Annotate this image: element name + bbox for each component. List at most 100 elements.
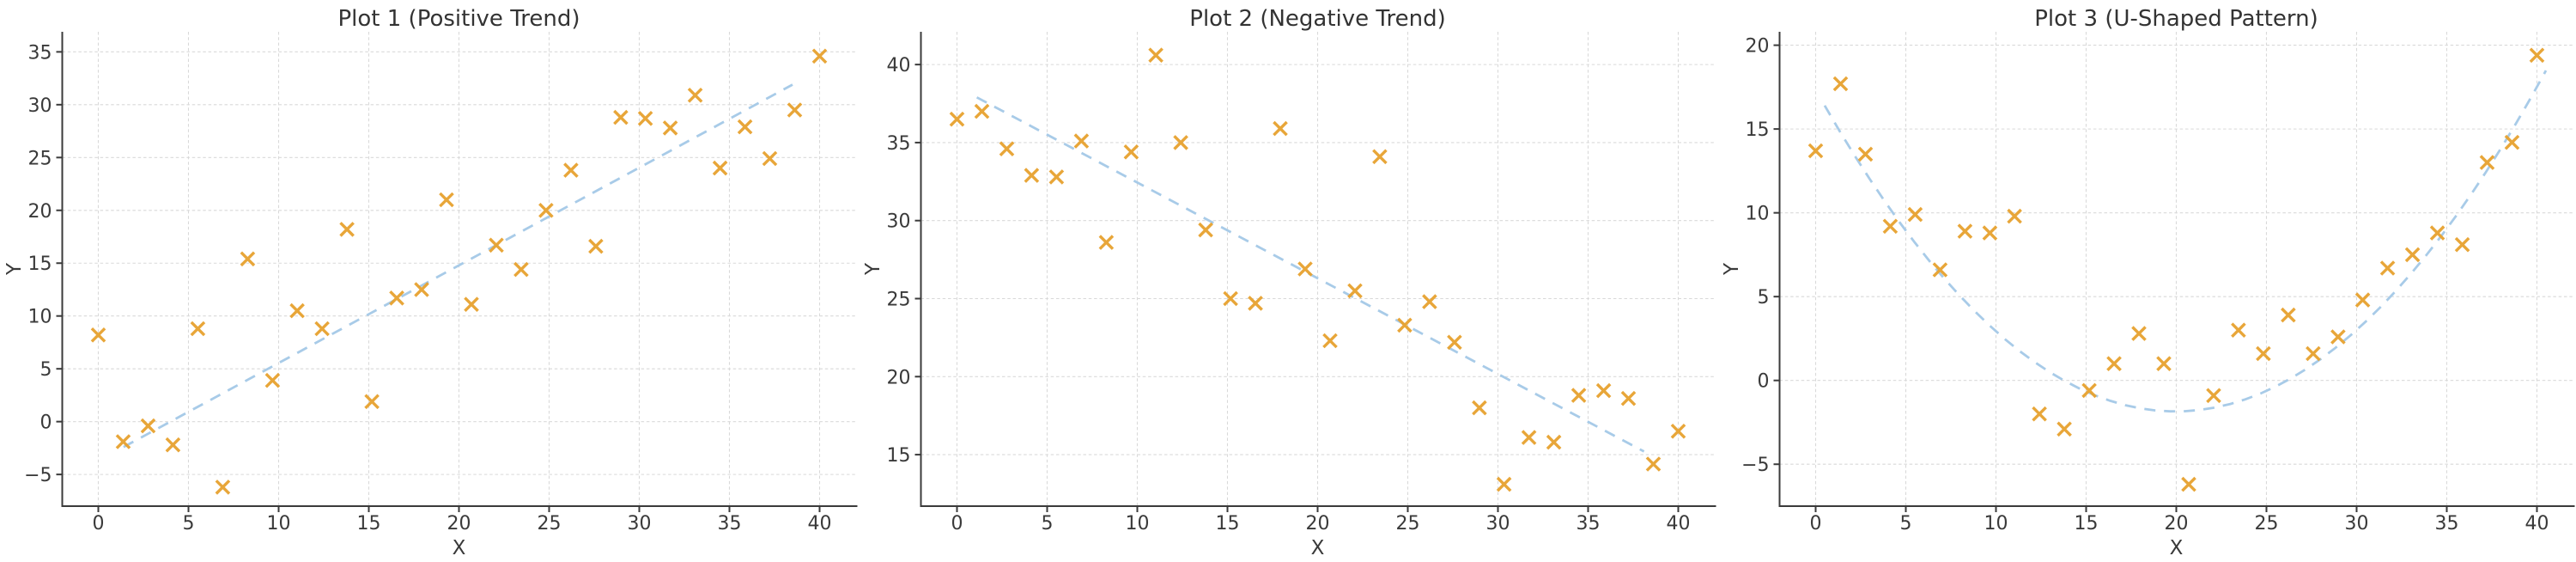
data-point-marker (1907, 206, 1923, 223)
grid (1779, 32, 2573, 506)
data-point-marker (2529, 47, 2545, 64)
plot-title: Plot 1 (Positive Trend) (337, 6, 580, 32)
data-point-marker (115, 434, 131, 449)
data-point-marker (2131, 326, 2147, 341)
plot-title: Plot 3 (U-Shaped Pattern) (2034, 6, 2318, 32)
y-axis-title: Y (1721, 262, 1743, 276)
x-tick-label: 35 (1577, 513, 1601, 535)
plot-3-canvas: 0 5 10 15 20 25 30 35 40 −5 0 5 10 15 20 Plot 3 (U-Shap… (1721, 6, 2575, 559)
data-point-marker (1148, 47, 1163, 64)
x-axis-title: X (2170, 537, 2184, 559)
data-point-marker (2330, 329, 2346, 345)
x-tick-label: 40 (1667, 513, 1691, 535)
x-tick-label: 25 (1396, 513, 1420, 535)
data-point-marker (949, 111, 965, 127)
data-point-marker (1595, 382, 1612, 399)
y-tick-label: 40 (887, 55, 911, 76)
data-point-marker (974, 103, 990, 119)
data-point-marker (588, 238, 604, 254)
data-point-marker (1123, 144, 1139, 160)
x-tick-label: 15 (2075, 513, 2099, 535)
y-tick-label: 35 (28, 42, 52, 64)
data-point-marker (1620, 390, 1637, 406)
data-point-marker (1932, 262, 1948, 278)
data-point-marker (165, 437, 181, 453)
data-point-marker (190, 321, 206, 337)
data-point-marker (811, 48, 828, 64)
x-tick-label: 15 (357, 513, 381, 535)
x-tick-label: 35 (2435, 513, 2459, 535)
x-tick-label: 40 (2525, 513, 2549, 535)
x-tick-label: 40 (808, 513, 832, 535)
x-axis-title: X (453, 537, 466, 559)
data-point-marker (2281, 307, 2296, 323)
data-point-marker (215, 480, 231, 495)
y-tick-label: 10 (28, 307, 52, 328)
scatter-plot-1: 0 5 10 15 20 25 30 35 40 −5 0 5 10 15 20 25 30 35 Plot 1 (… (0, 0, 859, 562)
data-point-marker (637, 110, 653, 126)
grid (920, 32, 1715, 506)
data-point-marker (1472, 400, 1487, 416)
x-tick-label: 15 (1216, 513, 1240, 535)
data-point-marker (140, 418, 156, 434)
y-tick-label: 0 (40, 412, 52, 434)
data-point-marker (687, 87, 703, 103)
x-tick-label: 20 (2165, 513, 2189, 535)
data-point-marker (2231, 322, 2246, 339)
data-point-marker (2156, 356, 2172, 372)
x-tick-label: 5 (1900, 513, 1912, 535)
data-point-marker (2404, 247, 2421, 263)
x-tick-label: 0 (951, 513, 963, 535)
data-point-marker (1882, 218, 1899, 235)
x-tick-label: 30 (628, 513, 652, 535)
data-point-marker (1198, 222, 1213, 238)
data-point-marker (1397, 317, 1413, 333)
y-tick-label: 5 (40, 359, 52, 381)
trend-line (1823, 70, 2548, 413)
data-point-marker (1521, 430, 1537, 445)
scatter-plot-3: 0 5 10 15 20 25 30 35 40 −5 0 5 10 15 20 Plot 3 (U-Shap… (1717, 0, 2576, 562)
data-point-marker (264, 372, 281, 388)
y-tick-label: 15 (1746, 119, 1770, 141)
data-point-marker (439, 192, 454, 208)
x-tick-label: 10 (1984, 513, 2008, 535)
y-tick-label: −5 (24, 465, 52, 486)
data-point-marker (339, 222, 355, 237)
y-tick-label: 35 (887, 133, 911, 155)
data-point-marker (1073, 133, 1090, 149)
data-point-marker (2429, 225, 2445, 241)
x-tick-label: 30 (2345, 513, 2369, 535)
data-point-marker (1223, 290, 1238, 307)
data-point-marker (1322, 333, 1338, 349)
y-tick-label: 30 (28, 95, 52, 117)
plot-2-canvas: 0 5 10 15 20 25 30 35 40 15 20 25 30 35 40 Plot 2 (Nega… (862, 6, 1716, 559)
y-tick-label: 20 (28, 201, 52, 223)
x-tick-label: 0 (93, 513, 105, 535)
data-point-marker (1670, 423, 1686, 439)
data-point-marker (389, 290, 404, 306)
data-point-marker (414, 282, 429, 297)
data-point-marker (2081, 382, 2097, 399)
y-tick-label: 25 (28, 148, 52, 169)
data-point-marker (662, 120, 678, 136)
data-point-marker (289, 302, 305, 319)
data-point-marker (1546, 434, 1562, 450)
data-point-marker (1098, 235, 1115, 250)
x-tick-label: 20 (1306, 513, 1330, 535)
y-axis-title: Y (862, 262, 884, 276)
x-tick-label: 30 (1486, 513, 1510, 535)
x-tick-label: 25 (2255, 513, 2279, 535)
data-point-marker (1248, 296, 1263, 311)
plot-1-canvas: 0 5 10 15 20 25 30 35 40 −5 0 5 10 15 20 25 30 35 Plot 1 (… (3, 6, 858, 559)
data-point-marker (1447, 334, 1462, 351)
data-point-marker (613, 109, 629, 125)
data-point-marker (1496, 476, 1512, 492)
y-tick-label: 25 (887, 290, 911, 311)
grid (62, 32, 856, 506)
data-point-marker (2007, 208, 2022, 224)
data-point-marker (1024, 168, 1040, 183)
data-point-marker (1982, 225, 1998, 241)
data-point-marker (2379, 260, 2396, 276)
plot-title: Plot 2 (Negative Trend) (1189, 6, 1445, 32)
x-tick-label: 35 (718, 513, 742, 535)
